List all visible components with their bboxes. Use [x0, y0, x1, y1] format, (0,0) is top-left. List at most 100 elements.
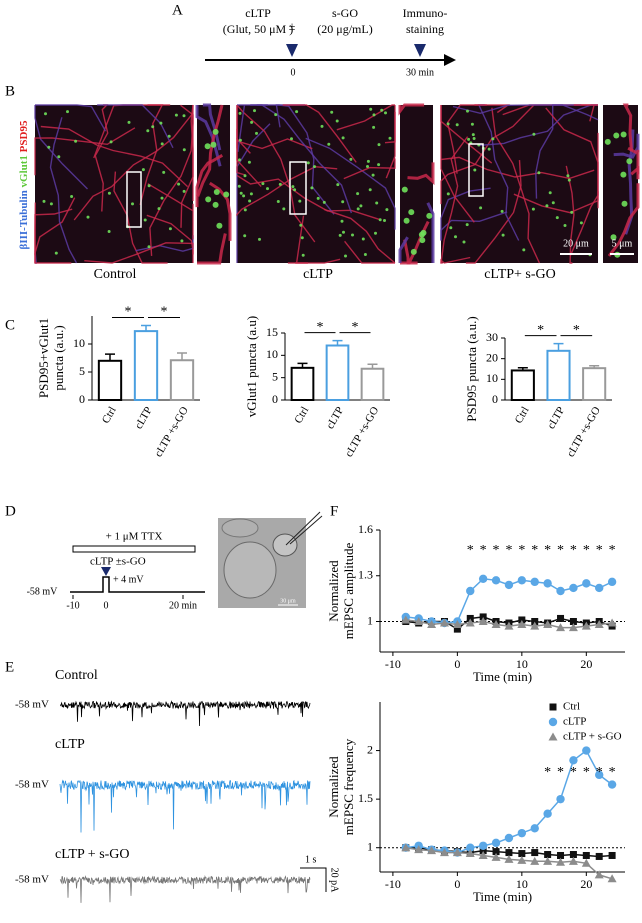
marker	[595, 770, 604, 780]
neurite	[73, 112, 194, 221]
x-tick-label: cLTP +s-GO	[565, 405, 603, 459]
puncta	[356, 192, 360, 196]
significance: *	[609, 543, 616, 558]
puncta	[361, 237, 365, 241]
marker	[505, 849, 513, 857]
significance: *	[583, 765, 590, 780]
tick-label: 20 min	[169, 600, 197, 611]
puncta	[258, 237, 261, 241]
marker-triangle	[414, 44, 426, 57]
puncta	[293, 188, 297, 192]
neurite	[250, 104, 353, 214]
puncta	[341, 200, 345, 204]
marker	[595, 583, 604, 593]
puncta	[205, 196, 212, 203]
marker	[478, 617, 488, 625]
neurite	[627, 146, 640, 175]
puncta	[467, 137, 471, 141]
puncta	[212, 201, 219, 208]
puncta	[338, 233, 342, 237]
puncta	[330, 110, 334, 114]
bar	[290, 366, 315, 401]
marker	[439, 618, 449, 627]
marker	[504, 621, 514, 630]
puncta	[147, 245, 151, 249]
puncta	[44, 112, 47, 116]
puncta	[143, 218, 147, 222]
marker	[531, 849, 539, 857]
error-bar	[177, 352, 187, 361]
scale-label: 20 μm	[563, 238, 589, 249]
neurite	[236, 105, 262, 187]
puncta	[522, 248, 526, 252]
marker	[544, 851, 552, 859]
puncta	[449, 226, 453, 230]
marker	[466, 843, 475, 852]
puncta	[327, 142, 331, 146]
protocol-trace	[70, 576, 205, 593]
neurite	[440, 104, 535, 205]
puncta	[380, 108, 384, 112]
bar	[360, 367, 385, 402]
arrow-head	[444, 54, 456, 66]
marker	[414, 617, 424, 625]
puncta	[247, 160, 251, 164]
marker	[531, 618, 539, 625]
puncta	[49, 202, 53, 206]
puncta	[291, 185, 295, 189]
neurite	[323, 208, 396, 264]
puncta	[160, 196, 164, 200]
tick-label: 30 min	[406, 67, 434, 78]
error-bar	[553, 342, 564, 351]
puncta	[620, 131, 627, 138]
significance: *	[557, 543, 564, 558]
marker	[543, 809, 552, 818]
y-axis-label: puncta (a.u.)	[51, 325, 66, 390]
neurite	[446, 104, 487, 174]
x-tick-label: 0	[454, 657, 460, 671]
neurite	[282, 104, 357, 163]
neurite	[622, 103, 633, 152]
puncta	[408, 209, 415, 216]
marker	[568, 623, 578, 632]
puncta	[266, 187, 269, 191]
significance: *	[505, 543, 512, 558]
marker	[568, 856, 578, 865]
x-tick-label: cLTP	[324, 405, 346, 431]
marker	[401, 615, 411, 624]
marker	[594, 870, 604, 879]
puncta	[250, 120, 254, 124]
puncta	[282, 207, 286, 211]
marker	[607, 618, 617, 627]
y-tick-label: 20	[486, 350, 498, 364]
puncta	[248, 199, 252, 203]
marker	[582, 851, 590, 859]
puncta	[249, 192, 253, 196]
marker	[543, 579, 552, 588]
tick-label: -10	[66, 600, 79, 611]
marker	[466, 586, 475, 596]
puncta	[465, 223, 469, 227]
puncta	[371, 173, 375, 177]
neurite	[407, 162, 435, 186]
puncta	[131, 202, 134, 206]
puncta	[454, 235, 457, 239]
neurite	[113, 171, 168, 264]
marker	[556, 794, 565, 804]
puncta	[238, 111, 242, 115]
marker	[530, 577, 539, 587]
marker	[569, 618, 577, 625]
puncta	[151, 125, 155, 129]
neurite	[403, 239, 418, 265]
puncta	[255, 131, 258, 135]
marker	[504, 833, 514, 843]
tick-label: 0	[291, 67, 296, 78]
marker	[594, 620, 604, 629]
trace-holding: -58 mV	[15, 779, 49, 791]
neurite	[343, 158, 396, 180]
puncta	[147, 184, 151, 188]
x-axis-label: Time (min)	[473, 669, 532, 684]
y-tick-label: 2	[367, 742, 373, 756]
puncta	[487, 147, 491, 151]
neurite	[440, 256, 471, 264]
